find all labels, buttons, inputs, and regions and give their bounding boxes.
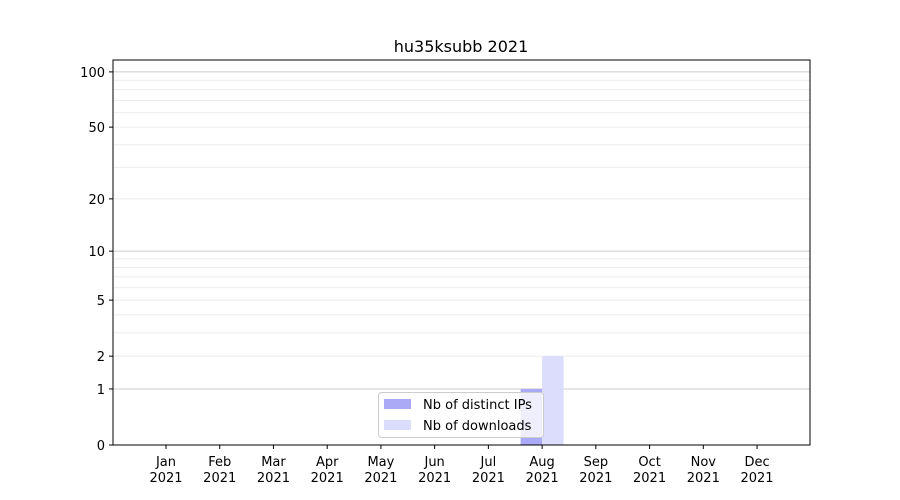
x-tick-label: Mar [261, 455, 286, 470]
x-tick-label: Jul [480, 455, 497, 470]
x-tick-year-label: 2021 [687, 471, 720, 486]
y-axis: 0 1 2 5 10 20 50 100 [80, 66, 113, 454]
x-tick-year-label: 2021 [257, 471, 290, 486]
x-tick-label: Feb [208, 455, 231, 470]
x-tick-label: Oct [638, 455, 660, 470]
x-tick-label: Dec [744, 455, 769, 470]
x-tick-year-label: 2021 [740, 471, 773, 486]
x-tick-label: Aug [529, 455, 554, 470]
x-tick-year-label: 2021 [579, 471, 612, 486]
legend-box [378, 392, 544, 438]
plot-frame [112, 59, 811, 446]
y-tick-label: 20 [88, 193, 105, 208]
x-tick-label: Jun [423, 455, 444, 470]
legend-label-downloads: Nb of downloads [423, 419, 532, 434]
x-tick-year-label: 2021 [311, 471, 344, 486]
x-tick-label: Sep [584, 455, 609, 470]
bar-downloads [542, 356, 564, 445]
x-tick-year-label: 2021 [364, 471, 397, 486]
y-tick-label: 50 [88, 121, 105, 136]
x-tick-label: Apr [316, 455, 339, 470]
x-tick-label: Jan [155, 455, 176, 470]
x-axis: Jan2021Feb2021Mar2021Apr2021May2021Jun20… [149, 445, 774, 486]
x-tick-label: May [367, 455, 394, 470]
y-tick-label: 5 [97, 294, 105, 309]
x-tick-label: Nov [691, 455, 717, 470]
x-tick-year-label: 2021 [203, 471, 236, 486]
x-tick-year-label: 2021 [633, 471, 666, 486]
legend: Nb of distinct IPs Nb of downloads [378, 392, 544, 438]
y-tick-label: 2 [97, 350, 105, 365]
y-tick-label: 10 [88, 245, 105, 260]
x-tick-year-label: 2021 [149, 471, 182, 486]
y-tick-label: 1 [97, 383, 105, 398]
legend-label-ips: Nb of distinct IPs [423, 398, 532, 413]
legend-swatch-ips [384, 399, 411, 409]
legend-swatch-downloads [384, 420, 411, 430]
x-tick-year-label: 2021 [418, 471, 451, 486]
y-tick-label: 0 [97, 439, 105, 454]
grid [113, 71, 810, 390]
y-tick-label: 100 [80, 66, 105, 81]
chart-title: hu35ksubb 2021 [394, 37, 529, 56]
x-tick-year-label: 2021 [526, 471, 559, 486]
x-tick-year-label: 2021 [472, 471, 505, 486]
